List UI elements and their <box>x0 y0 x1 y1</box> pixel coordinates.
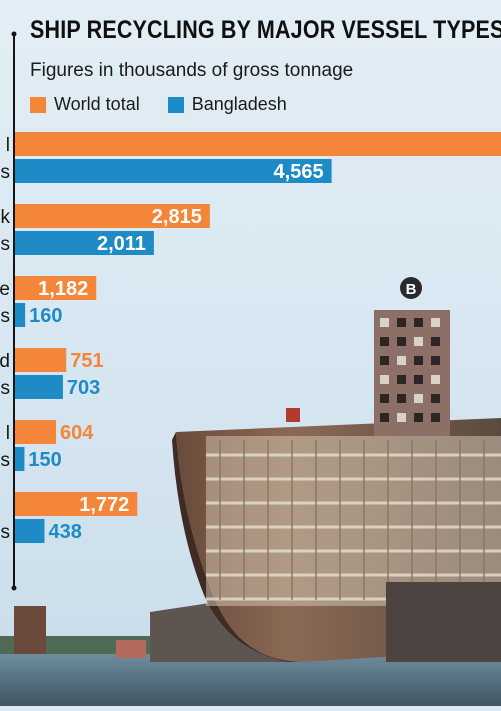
bar-world-total <box>14 492 138 516</box>
cabin-window <box>431 375 440 384</box>
cabin-window <box>431 413 440 422</box>
cabin-window <box>414 394 423 403</box>
newspaper-logo: B <box>400 277 422 299</box>
bar-bangladesh <box>14 375 63 399</box>
category-label: d <box>0 351 10 372</box>
category-label: l <box>6 423 10 444</box>
data-label-bangladesh: 703 <box>67 377 100 399</box>
data-label-bangladesh: 160 <box>29 305 62 327</box>
chart-title: SHIP RECYCLING BY MAJOR VESSEL TYPES, <box>30 16 501 44</box>
shipbreaking-illustration <box>0 310 501 706</box>
cabin-window <box>414 337 423 346</box>
bar-bangladesh <box>14 303 26 327</box>
axis-end-dot-bottom <box>11 585 17 591</box>
category-label-suffix: s <box>1 162 11 183</box>
cabin-window <box>380 413 389 422</box>
data-label-world: 1,182 <box>38 278 88 300</box>
cabin-window <box>414 318 423 327</box>
bar-world-total <box>14 420 57 444</box>
legend-swatch-world <box>30 96 46 113</box>
cabin-window <box>397 356 406 365</box>
data-label-world: 1,772 <box>79 494 129 516</box>
bar-bangladesh <box>14 159 332 183</box>
bar-group: ls 4,565ks2,8152,011es1,182160ds751703ls6… <box>0 132 501 543</box>
legend-item-bangladesh: Bangladesh <box>167 94 287 115</box>
category-label-suffix: s <box>1 306 11 327</box>
cabin-window <box>414 356 423 365</box>
cabin-window <box>414 413 423 422</box>
cabin-window <box>397 413 406 422</box>
category-label-suffix: s <box>1 450 11 471</box>
category-label: l <box>6 135 10 156</box>
bar-world-total <box>14 132 501 156</box>
bar-world-total <box>14 348 67 372</box>
category-label: e <box>0 279 10 300</box>
data-label-world: 751 <box>70 350 103 372</box>
cabin-window <box>380 337 389 346</box>
legend: World total Bangladesh <box>30 94 315 115</box>
bar-world-total <box>14 276 97 300</box>
small-wreck <box>14 606 46 654</box>
category-label: k <box>1 207 11 228</box>
cabin-window <box>397 394 406 403</box>
cabin-window <box>431 356 440 365</box>
small-boat <box>116 640 146 658</box>
cabin-window <box>380 394 389 403</box>
legend-label-bangladesh: Bangladesh <box>191 94 287 114</box>
cabin-window <box>380 318 389 327</box>
cabin-window <box>431 337 440 346</box>
data-label-world: 604 <box>60 422 94 444</box>
bar-bangladesh <box>14 447 25 471</box>
legend-swatch-bangladesh <box>167 96 184 113</box>
legend-label-world: World total <box>54 94 140 114</box>
data-label-bangladesh: 150 <box>28 449 61 471</box>
cabin-window <box>380 356 389 365</box>
cabin-window <box>397 375 406 384</box>
legend-item-world: World total <box>30 94 140 115</box>
data-label-bangladesh: 438 <box>48 521 81 543</box>
cabin-window <box>397 337 406 346</box>
red-vent <box>286 408 300 422</box>
stern-block <box>386 582 501 662</box>
data-label-bangladesh: 4,565 <box>274 161 324 183</box>
bar-bangladesh <box>14 231 154 255</box>
bar-world-total <box>14 204 210 228</box>
logo-letter: B <box>406 281 417 298</box>
cabin-window <box>431 318 440 327</box>
chart-subtitle: Figures in thousands of gross tonnage <box>30 60 354 81</box>
axis-end-dot-top <box>11 31 17 37</box>
cabin-window <box>397 318 406 327</box>
hull-interior <box>206 436 501 606</box>
category-label-suffix: s <box>1 234 11 255</box>
data-label-bangladesh: 2,011 <box>97 233 146 255</box>
cabin-window <box>380 375 389 384</box>
data-label-world: 2,815 <box>152 206 202 228</box>
cabin-window <box>414 375 423 384</box>
category-label-suffix: s <box>1 522 11 543</box>
bar-bangladesh <box>14 519 45 543</box>
category-label-suffix: s <box>1 378 11 399</box>
cabin-window <box>431 394 440 403</box>
